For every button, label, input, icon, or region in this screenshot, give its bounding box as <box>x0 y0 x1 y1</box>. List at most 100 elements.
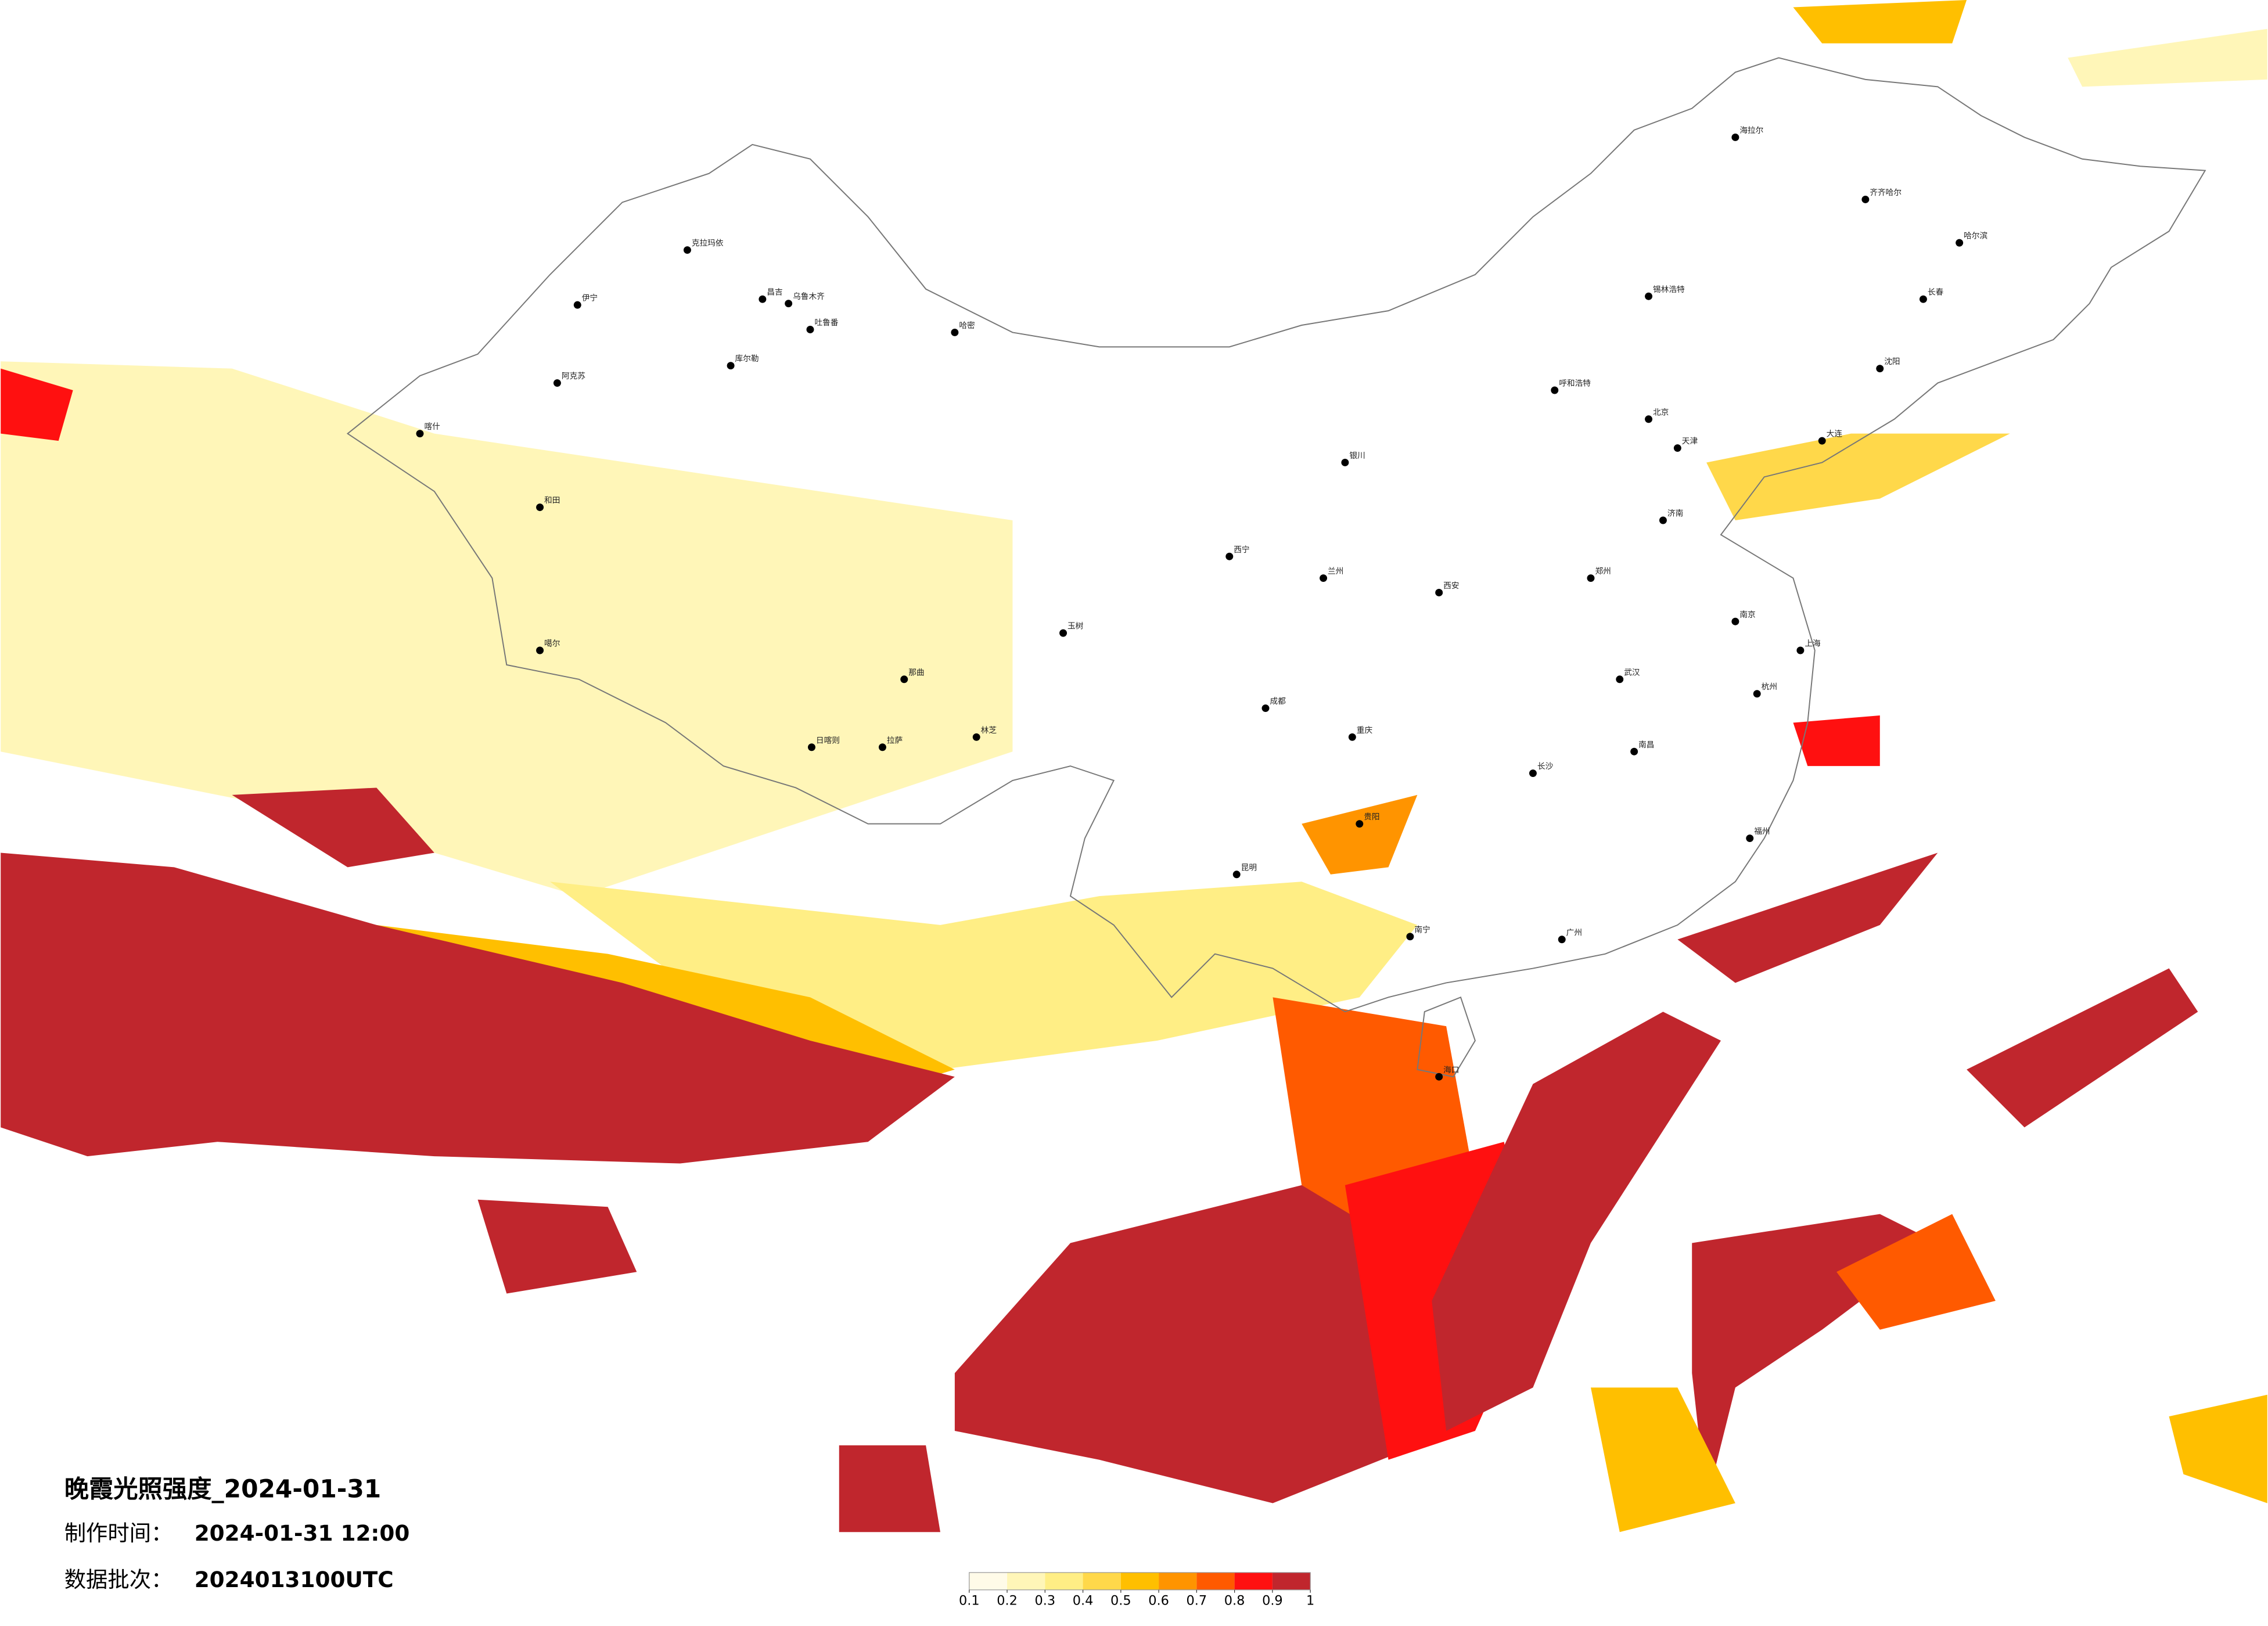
city-label: 阿克苏 <box>562 372 585 381</box>
city-label: 郑州 <box>1595 567 1611 576</box>
made-label: 制作时间： <box>64 1520 173 1546</box>
city-label: 呼和浩特 <box>1559 379 1591 388</box>
colorbar-tick-label: 0.4 <box>1073 1593 1094 1609</box>
city-label: 齐齐哈尔 <box>1870 188 1902 197</box>
city-label: 大连 <box>1827 430 1843 439</box>
city-dot <box>808 743 815 751</box>
city-dot <box>1341 458 1349 466</box>
city-label: 上海 <box>1805 639 1821 649</box>
colorbar-tick-label: 0.6 <box>1148 1593 1169 1609</box>
city-dot <box>951 328 959 336</box>
city-label: 武汉 <box>1624 668 1640 677</box>
city-dot <box>1529 769 1537 778</box>
city-dot <box>1551 386 1559 394</box>
city-label: 海口 <box>1443 1066 1459 1075</box>
city-dot <box>806 325 814 333</box>
city-label: 杭州 <box>1762 682 1777 692</box>
colorbar-swatch <box>1234 1572 1273 1590</box>
city-label: 噶尔 <box>544 639 560 649</box>
city-label: 林芝 <box>981 726 997 735</box>
intensity-area <box>839 1445 940 1533</box>
country-border <box>346 57 2206 1078</box>
city-dot <box>1673 444 1681 452</box>
city-dot <box>1406 933 1414 941</box>
city-dot <box>1232 870 1241 879</box>
colorbar-swatch <box>1045 1572 1083 1590</box>
city-dot <box>1731 133 1739 141</box>
city-dot <box>1225 552 1234 560</box>
city-label: 南昌 <box>1638 740 1654 750</box>
city-dot <box>1753 690 1761 698</box>
city-label: 哈尔滨 <box>1964 232 1987 241</box>
intensity-field <box>1 0 2267 1533</box>
city-dot <box>900 675 908 684</box>
intensity-area <box>1 852 955 1164</box>
intensity-area <box>1836 1214 1996 1330</box>
intensity-area <box>477 1199 637 1294</box>
city-dot <box>1746 834 1754 843</box>
made-time: 2024-01-31 12:00 <box>195 1520 410 1546</box>
city-label: 济南 <box>1667 509 1683 519</box>
city-label: 银川 <box>1349 451 1365 461</box>
colorbar-tick-label: 0.2 <box>997 1593 1018 1609</box>
city-label: 哈密 <box>959 321 975 330</box>
map-title: 晚霞光照强度_2024-01-31 <box>64 1474 381 1503</box>
city-dot <box>1348 733 1356 741</box>
city-dot <box>878 743 886 751</box>
intensity-area <box>1706 433 2010 520</box>
city-label: 日喀则 <box>816 736 840 745</box>
city-label: 长沙 <box>1537 762 1554 771</box>
city-dot <box>553 379 561 387</box>
city-label: 长春 <box>1928 288 1944 297</box>
city-label: 克拉玛依 <box>692 239 724 248</box>
intensity-area <box>1793 715 1880 767</box>
city-dot <box>972 733 980 741</box>
colorbar-swatch <box>1120 1572 1159 1590</box>
city-dot <box>1731 617 1739 625</box>
city-dot <box>1261 704 1270 713</box>
colorbar-tick-label: 0.8 <box>1224 1593 1245 1609</box>
city-dot <box>536 503 544 512</box>
city-dot <box>1630 747 1638 756</box>
city-label: 拉萨 <box>887 736 903 745</box>
city-label: 西宁 <box>1234 545 1249 555</box>
city-label: 海拉尔 <box>1739 126 1763 135</box>
intensity-area <box>1 368 73 441</box>
colorbar-swatch <box>969 1572 1008 1590</box>
colorbar-swatch <box>1083 1572 1121 1590</box>
intensity-area <box>1967 968 2198 1128</box>
colorbar-tick-label: 0.5 <box>1110 1593 1131 1609</box>
colorbar-tick-label: 0.3 <box>1034 1593 1055 1609</box>
intensity-area <box>1 361 1013 897</box>
city-dot <box>759 295 767 303</box>
intensity-area <box>1302 794 1418 875</box>
city-label: 伊宁 <box>582 293 598 303</box>
city-dot <box>1956 239 1964 247</box>
city-dot <box>1059 629 1067 637</box>
city-dot <box>1320 574 1328 582</box>
city-dot <box>1861 195 1870 203</box>
city-label: 库尔勒 <box>735 354 759 364</box>
city-label: 昌吉 <box>767 288 782 297</box>
city-label: 吐鲁番 <box>814 318 838 328</box>
city-dot <box>1616 675 1624 684</box>
city-dot <box>727 362 735 370</box>
intensity-area <box>1677 852 1938 983</box>
city-dot <box>1587 574 1595 582</box>
city-label: 喀什 <box>424 422 440 431</box>
city-dot <box>1558 936 1566 944</box>
intensity-area <box>1793 0 1967 44</box>
city-label: 锡林浩特 <box>1653 285 1685 294</box>
city-dot <box>1659 516 1667 524</box>
city-dot <box>1356 820 1364 828</box>
colorbar-frame <box>969 1572 1311 1591</box>
city-dot <box>1876 365 1884 373</box>
city-dot <box>536 646 544 654</box>
city-label: 成都 <box>1270 697 1286 706</box>
city-label: 沈阳 <box>1884 357 1900 366</box>
city-label: 昆明 <box>1241 863 1257 872</box>
batch-label: 数据批次： <box>64 1567 173 1592</box>
